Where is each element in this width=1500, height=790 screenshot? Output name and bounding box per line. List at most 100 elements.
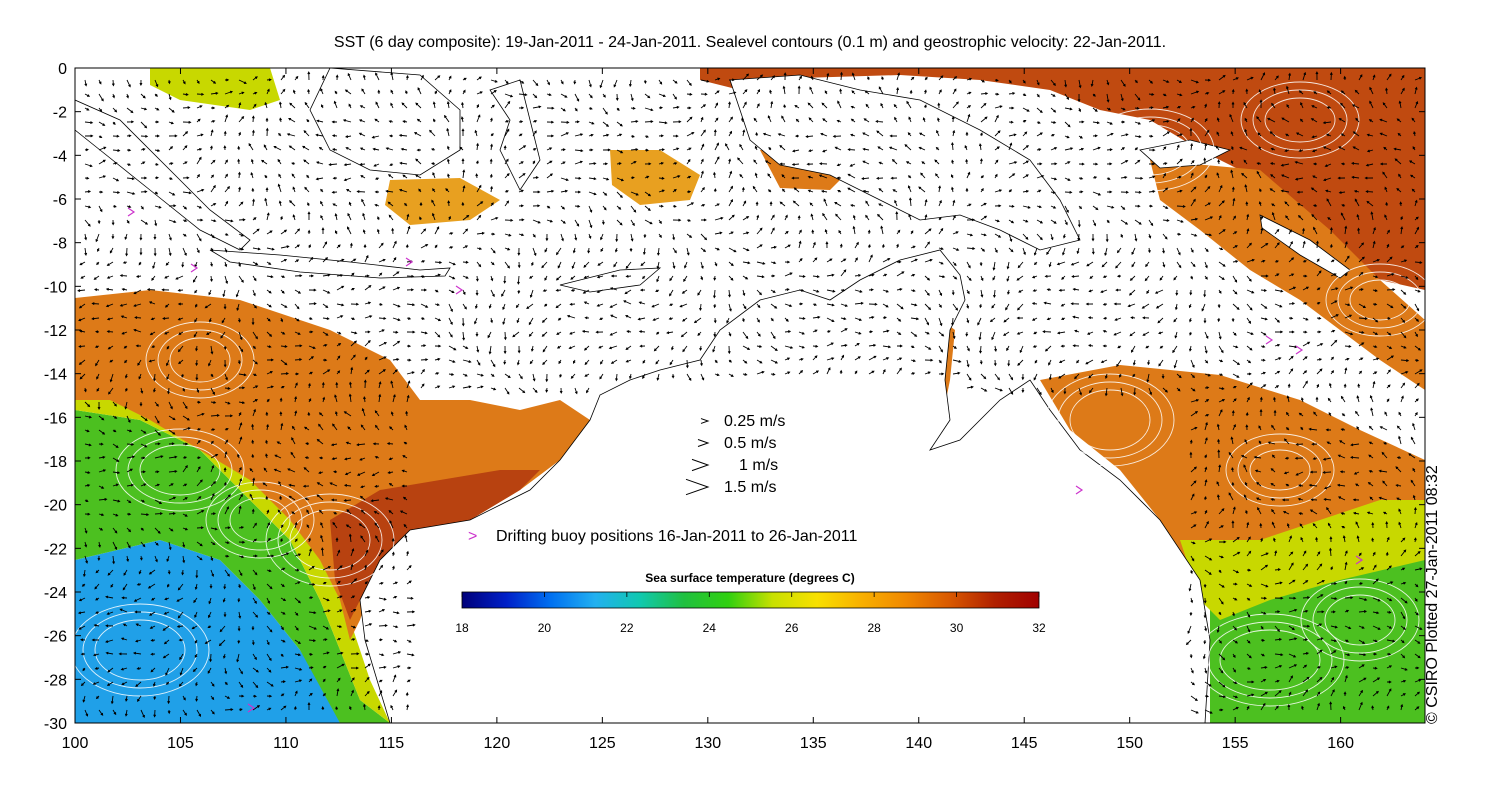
velocity-vector [1203,639,1207,645]
velocity-vector [1336,483,1346,487]
velocity-vector [1204,345,1208,354]
velocity-vector [196,79,200,84]
velocity-vector [210,159,216,165]
velocity-vector [374,190,380,194]
velocity-vector [237,317,241,323]
velocity-vector [1400,359,1410,362]
velocity-vector [1244,128,1248,137]
velocity-vector [490,117,493,123]
velocity-vector [1246,583,1253,587]
velocity-vector [168,415,176,421]
velocity-vector [544,247,548,253]
velocity-vector [474,317,478,325]
velocity-vector [350,652,360,656]
velocity-vector [1302,274,1308,278]
velocity-vector [364,369,370,375]
velocity-vector [336,244,341,249]
velocity-vector [322,581,327,585]
velocity-vector [1148,233,1152,239]
velocity-legend-arrow [697,439,710,447]
velocity-vector [854,370,858,375]
velocity-vector [294,581,301,585]
velocity-vector [1316,637,1324,641]
velocity-vector [1246,228,1250,235]
velocity-vector [122,583,128,591]
velocity-vector [1232,303,1240,310]
velocity-vector [196,92,205,96]
velocity-vector [109,373,114,383]
velocity-vector [1243,464,1248,473]
velocity-vector [630,219,635,227]
velocity-vector [417,87,422,95]
velocity-vector [1379,162,1388,166]
velocity-vector [182,442,189,446]
velocity-vector [406,371,415,375]
velocity-vector [834,146,842,151]
velocity-vector [336,258,345,263]
velocity-vector [1259,396,1263,403]
velocity-vector [182,205,188,210]
velocity-vector [1146,289,1150,294]
velocity-vector [1190,555,1195,562]
velocity-vector [518,106,525,110]
velocity-vector [182,191,192,195]
velocity-vector [1260,679,1267,683]
velocity-vector [280,372,290,375]
velocity-vector [420,358,429,362]
velocity-vector [78,597,86,602]
velocity-vector [1409,174,1416,179]
velocity-vector [1190,359,1195,369]
velocity-vector [1352,511,1360,515]
velocity-vector [980,175,984,179]
velocity-vector [1204,569,1212,575]
velocity-vector [333,470,338,474]
velocity-vector [798,274,806,278]
velocity-vector [106,275,114,279]
velocity-vector [378,665,387,669]
velocity-vector [1274,625,1281,632]
velocity-vector [291,425,296,431]
velocity-vector [448,289,455,294]
velocity-vector [1176,175,1182,179]
velocity-vector [834,201,842,207]
velocity-vector [406,610,416,614]
velocity-vector [714,117,719,123]
velocity-vector [598,345,604,349]
velocity-vector [82,695,86,703]
velocity-vector [98,527,104,531]
velocity-vector [306,119,310,123]
velocity-vector [1330,273,1337,277]
velocity-vector [1022,144,1029,151]
velocity-vector [415,102,422,109]
velocity-vector [140,176,148,180]
velocity-vector [558,359,562,365]
velocity-vector [238,526,245,529]
velocity-vector [966,373,972,381]
velocity-vector [406,565,412,571]
velocity-vector [266,537,271,543]
velocity-vector [793,187,800,193]
velocity-vector [742,129,746,137]
velocity-vector [854,289,863,293]
velocity-vector [1285,85,1290,95]
velocity-vector [238,218,246,222]
velocity-vector [1231,88,1235,95]
velocity-vector [1329,701,1333,711]
velocity-vector [560,120,570,124]
velocity-vector [658,189,665,193]
sealevel-contour [1207,621,1333,699]
velocity-vector [1298,412,1304,417]
velocity-vector [529,289,534,298]
velocity-vector [1397,132,1402,137]
velocity-vector [1382,102,1388,109]
velocity-vector [165,359,170,367]
velocity-vector [1218,345,1224,354]
velocity-vector [1288,664,1298,669]
velocity-vector [602,177,610,181]
velocity-vector [1231,467,1234,473]
velocity-vector [1260,288,1268,292]
velocity-vector [1106,162,1113,166]
velocity-vector [124,709,128,717]
velocity-vector [1368,119,1374,123]
velocity-vector [308,596,314,600]
